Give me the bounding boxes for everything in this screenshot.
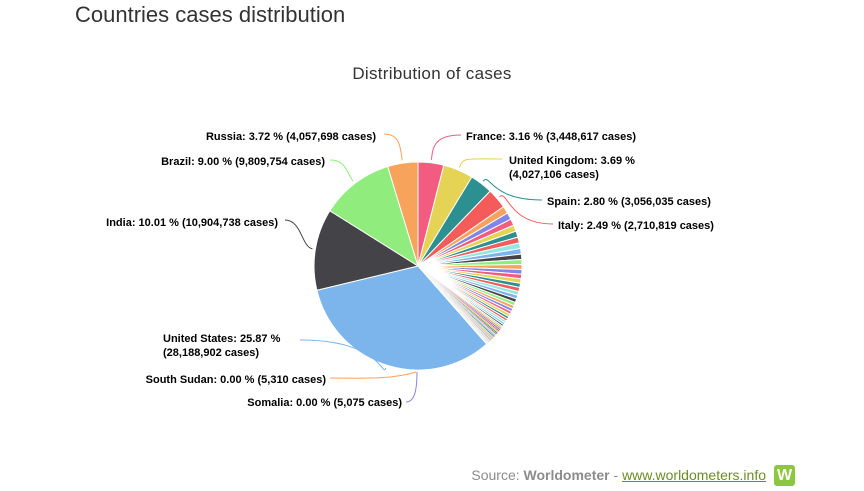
connector-spain (482, 179, 543, 201)
connector-france (430, 134, 462, 160)
label-united-states-line1: United States: 25.87 % (163, 333, 281, 345)
connector-brazil (329, 159, 354, 182)
label-united-states-line2: (28,188,902 cases) (163, 347, 259, 359)
label-spain: Spain: 2.80 % (3,056,035 cases) (547, 196, 711, 208)
connector-italy (499, 195, 554, 225)
label-brazil: Brazil: 9.00 % (9,809,754 cases) (161, 156, 325, 168)
label-united-kingdom-line2: (4,027,106 cases) (509, 169, 599, 181)
source-prefix: Source: (471, 467, 520, 483)
worldometer-logo-icon: W (774, 465, 795, 486)
label-russia: Russia: 3.72 % (4,057,698 cases) (206, 131, 376, 143)
label-italy: Italy: 2.49 % (2,710,819 cases) (558, 220, 714, 232)
connector-united-kingdom (458, 158, 503, 168)
slice-brazil[interactable] (329, 165, 419, 268)
source-name: Worldometer (523, 467, 610, 483)
label-france: France: 3.16 % (3,448,617 cases) (466, 131, 636, 143)
connector-south-sudan (329, 371, 417, 379)
pie-slices (313, 161, 523, 371)
connector-india (284, 219, 313, 250)
source-credit: Source: Worldometer - www.worldometers.i… (471, 467, 766, 483)
connector-russia (383, 133, 403, 161)
slice-labels: Russia: 3.72 % (4,057,698 cases) Brazil:… (106, 131, 714, 409)
label-india: India: 10.01 % (10,904,738 cases) (106, 217, 278, 229)
label-united-kingdom-line1: United Kingdom: 3.69 % (509, 155, 635, 167)
slice-india[interactable] (313, 210, 420, 291)
connector-somalia (405, 371, 418, 403)
source-separator: - (613, 467, 619, 483)
slice-russia[interactable] (387, 161, 419, 267)
slice-united-states[interactable] (316, 265, 488, 371)
label-connectors (284, 133, 554, 403)
page-title: Countries cases distribution (75, 2, 346, 27)
source-link[interactable]: www.worldometers.info (622, 467, 766, 483)
chart-title: Distribution of cases (352, 64, 512, 83)
label-somalia: Somalia: 0.00 % (5,075 cases) (247, 397, 402, 409)
label-south-sudan: South Sudan: 0.00 % (5,310 cases) (146, 374, 327, 386)
connector-united-states (299, 339, 387, 371)
